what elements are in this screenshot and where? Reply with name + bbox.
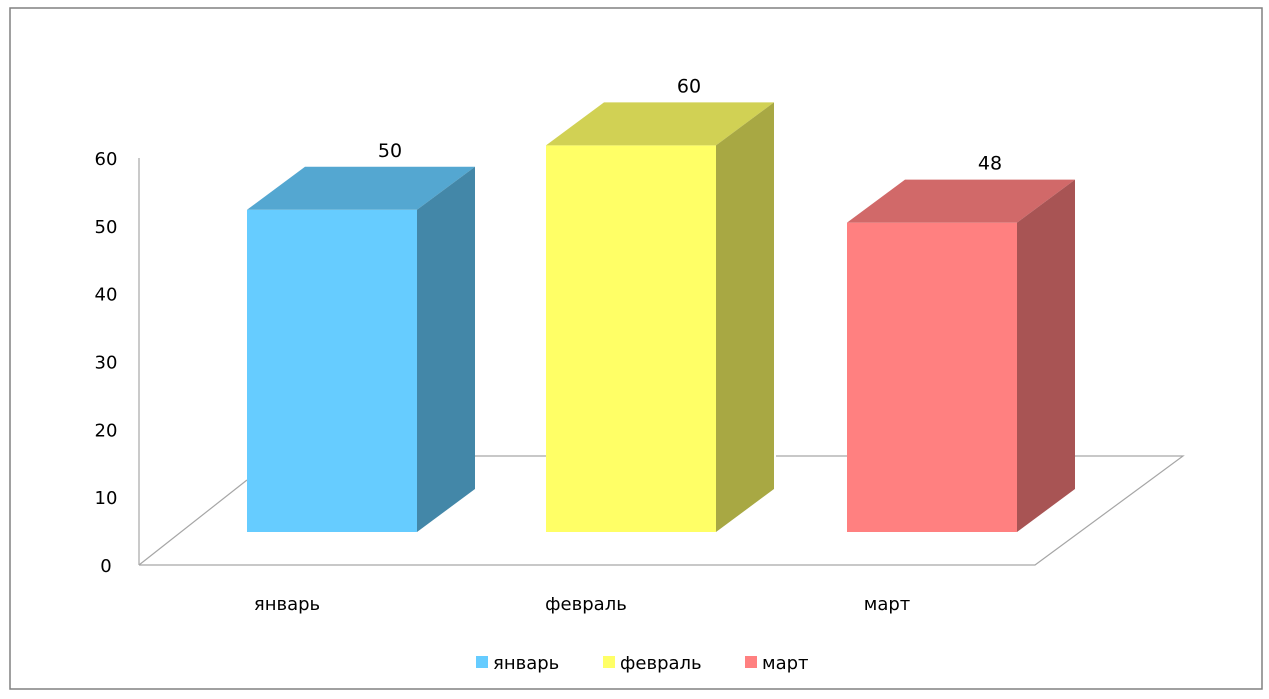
legend: январь февраль март [476, 653, 809, 674]
x-tick-label: февраль [545, 594, 627, 615]
legend-label: февраль [620, 653, 702, 674]
x-tick-label: январь [254, 594, 320, 615]
y-tick-label: 20 [95, 420, 118, 441]
y-axis-ticks: 0 10 20 30 40 50 60 [95, 149, 118, 577]
bar-top [546, 102, 774, 146]
y-tick-label: 40 [95, 285, 118, 306]
x-axis-labels: январь февраль март [254, 594, 910, 615]
data-label: 48 [978, 153, 1002, 175]
data-label: 60 [677, 75, 701, 97]
legend-item: февраль [603, 653, 702, 674]
data-label: 50 [378, 140, 402, 162]
legend-item: март [745, 653, 809, 674]
bar-2 [546, 102, 774, 532]
legend-swatch [745, 656, 757, 668]
legend-swatch [603, 656, 615, 668]
legend-label: январь [493, 653, 559, 674]
bar-top [247, 166, 475, 210]
bar-3 [847, 179, 1075, 532]
y-tick-label: 10 [95, 488, 118, 509]
y-tick-label: 50 [95, 217, 118, 238]
y-tick-label: 30 [95, 353, 118, 374]
chart-axes [138, 158, 1185, 566]
bar-front [546, 145, 716, 532]
bars [247, 102, 1075, 532]
bar-front [847, 222, 1017, 532]
floor-left-edge [138, 479, 248, 566]
legend-swatch [476, 656, 488, 668]
bar-1 [247, 166, 475, 532]
x-tick-label: март [864, 594, 911, 615]
data-labels: 50 60 48 [378, 75, 1002, 174]
bar-side [1017, 179, 1075, 532]
bar-side [716, 102, 774, 532]
bar-top [847, 179, 1075, 223]
legend-label: март [762, 653, 809, 674]
bar-front [247, 209, 417, 532]
y-tick-label: 0 [100, 556, 111, 577]
y-tick-label: 60 [95, 149, 118, 170]
legend-item: январь [476, 653, 559, 674]
bar-side [417, 166, 475, 532]
floor-outline [139, 455, 1185, 566]
